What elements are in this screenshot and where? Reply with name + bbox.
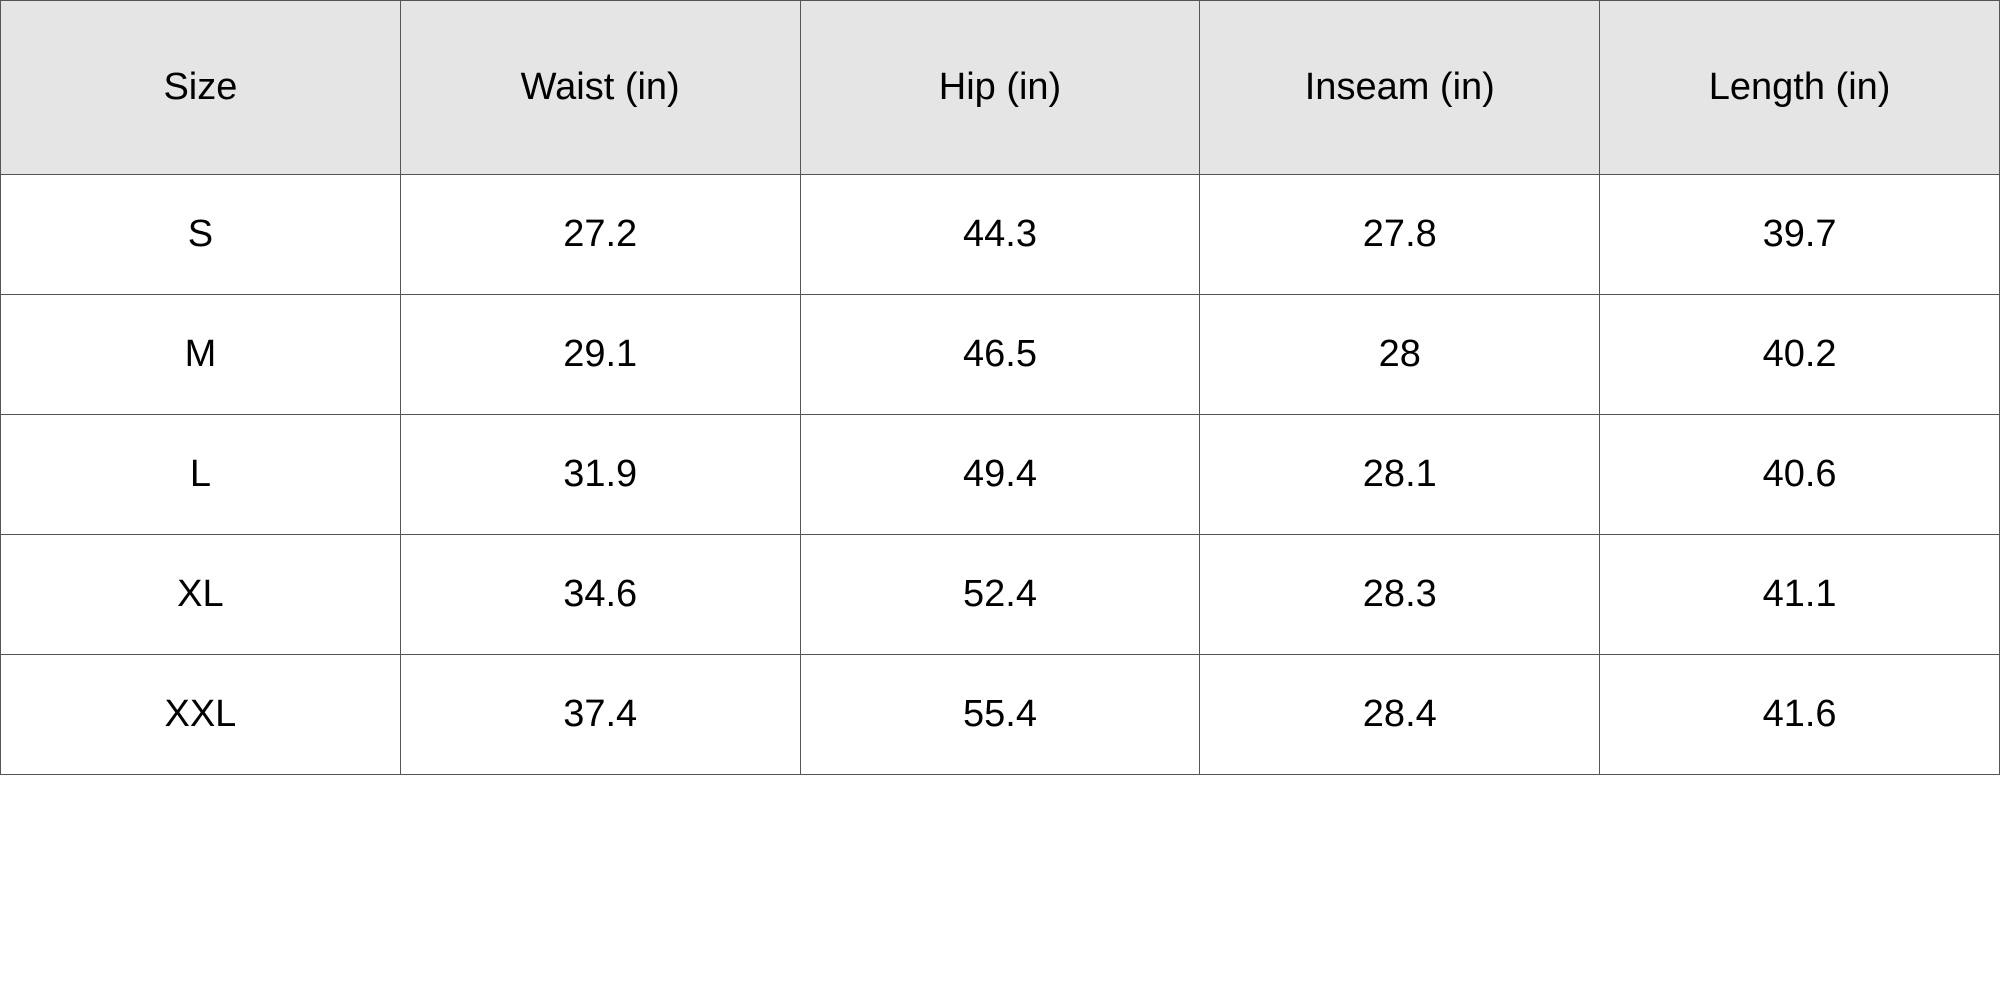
header-cell: Size: [0, 0, 401, 175]
table-cell: 34.6: [399, 534, 801, 655]
table-cell: 28: [1199, 294, 1601, 415]
table-cell: 44.3: [799, 174, 1201, 295]
header-cell: Inseam (in): [1199, 0, 1601, 175]
table-cell: 52.4: [799, 534, 1201, 655]
header-cell: Waist (in): [399, 0, 801, 175]
table-cell: 55.4: [799, 654, 1201, 775]
table-row: L 31.9 49.4 28.1 40.6: [0, 414, 2000, 535]
table-cell: 28.4: [1199, 654, 1601, 775]
table-cell: 41.6: [1599, 654, 2000, 775]
table-cell: 49.4: [799, 414, 1201, 535]
table-row: XXL 37.4 55.4 28.4 41.6: [0, 654, 2000, 775]
size-table: Size Waist (in) Hip (in) Inseam (in) Length …: [0, 0, 2000, 775]
table-cell: 29.1: [399, 294, 801, 415]
table-cell: XL: [0, 534, 401, 655]
header-row: Size Waist (in) Hip (in) Inseam (in) Length …: [0, 0, 2000, 175]
table-cell: 28.1: [1199, 414, 1601, 535]
table-row: XL 34.6 52.4 28.3 41.1: [0, 534, 2000, 655]
table-row: M 29.1 46.5 28 40.2: [0, 294, 2000, 415]
table-cell: 40.2: [1599, 294, 2000, 415]
table-cell: S: [0, 174, 401, 295]
table-cell: 27.2: [399, 174, 801, 295]
table-cell: 46.5: [799, 294, 1201, 415]
table-row: S 27.2 44.3 27.8 39.7: [0, 174, 2000, 295]
header-cell: Length (in): [1599, 0, 2000, 175]
table-header: Size Waist (in) Hip (in) Inseam (in) Length …: [0, 0, 2000, 175]
table-cell: 27.8: [1199, 174, 1601, 295]
table-cell: 41.1: [1599, 534, 2000, 655]
header-cell: Hip (in): [799, 0, 1201, 175]
table-cell: XXL: [0, 654, 401, 775]
table-cell: 39.7: [1599, 174, 2000, 295]
table-body: S 27.2 44.3 27.8 39.7 M 29.1 46.5 28 40.2 L 31.9 49.…: [0, 174, 2000, 775]
table-cell: 31.9: [399, 414, 801, 535]
table-cell: L: [0, 414, 401, 535]
table-cell: M: [0, 294, 401, 415]
table-cell: 40.6: [1599, 414, 2000, 535]
table-cell: 28.3: [1199, 534, 1601, 655]
table-cell: 37.4: [399, 654, 801, 775]
